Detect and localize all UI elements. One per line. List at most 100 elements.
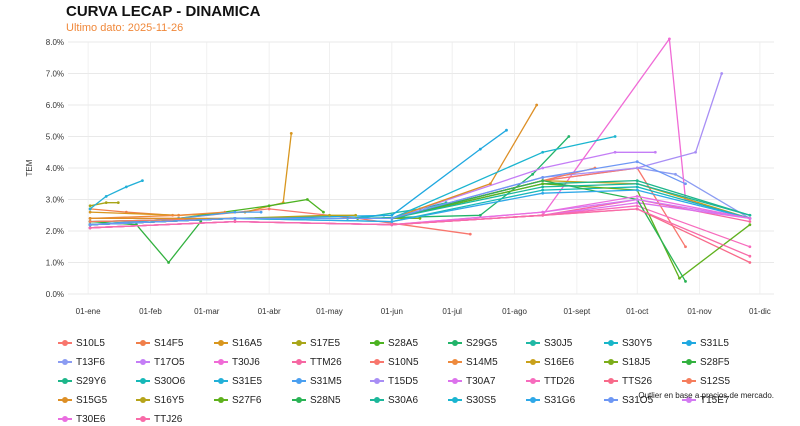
legend-item[interactable]: S31L5 <box>682 336 758 350</box>
legend-item[interactable]: S29Y6 <box>58 374 134 388</box>
legend-label: S30A6 <box>388 394 419 406</box>
legend-item[interactable]: S28A5 <box>370 336 446 350</box>
legend-label: T30E6 <box>76 413 106 425</box>
legend-label: S31L5 <box>700 337 729 349</box>
legend-swatch-icon <box>526 338 540 348</box>
legend-label: S30J5 <box>544 337 573 349</box>
data-point <box>541 179 545 183</box>
legend-swatch-icon <box>370 357 384 367</box>
y-tick-label: 5.0% <box>46 133 64 142</box>
series-line <box>90 161 686 226</box>
legend-item[interactable]: S10L5 <box>58 336 134 350</box>
legend-label: S29G5 <box>466 337 498 349</box>
data-point <box>535 103 539 107</box>
y-tick-label: 7.0% <box>46 70 64 79</box>
data-point <box>478 147 482 151</box>
legend-label: S27F6 <box>232 394 262 406</box>
legend-item[interactable]: S31G6 <box>526 393 602 407</box>
legend-item[interactable]: T30J6 <box>214 355 290 369</box>
legend-swatch-icon <box>136 395 150 405</box>
legend-item[interactable]: S27F6 <box>214 393 290 407</box>
series-line <box>90 167 687 248</box>
y-axis: 0.0% 1.0% 2.0% 3.0% 4.0% 5.0% 6.0% 7.0% 8.0% <box>46 38 64 299</box>
data-point <box>748 245 752 249</box>
data-point <box>613 135 617 138</box>
legend-item[interactable]: S30A6 <box>370 393 446 407</box>
legend-swatch-icon <box>214 357 228 367</box>
data-point <box>567 135 571 138</box>
legend-item[interactable]: S30J5 <box>526 336 602 350</box>
legend-item[interactable]: S15G5 <box>58 393 134 407</box>
legend-item[interactable]: S16E6 <box>526 355 602 369</box>
legend-label: T30J6 <box>232 356 260 368</box>
legend-label: TTD26 <box>544 375 575 387</box>
legend-item[interactable]: S30S5 <box>448 393 524 407</box>
data-point <box>635 204 639 208</box>
data-point <box>694 150 697 154</box>
data-point <box>678 276 681 280</box>
data-point <box>88 210 92 214</box>
legend-item[interactable]: T15D5 <box>370 374 446 388</box>
data-point <box>684 182 687 186</box>
legend-item[interactable]: T17O5 <box>136 355 212 369</box>
legend: S10L5 S14F5 S16A5 S17E5 S28A5 S29G5 S30J5 S30Y5… <box>58 336 788 426</box>
legend-item[interactable]: S31M5 <box>292 374 368 388</box>
legend-swatch-icon <box>58 395 72 405</box>
legend-item[interactable]: S14F5 <box>136 336 212 350</box>
chart-subtitle: Ultimo dato: 2025-11-26 <box>66 22 184 34</box>
legend-item[interactable]: S31E5 <box>214 374 290 388</box>
legend-swatch-icon <box>604 395 618 405</box>
legend-item[interactable]: S14M5 <box>448 355 524 369</box>
legend-item[interactable]: T15E7 <box>682 393 758 407</box>
legend-item[interactable]: T30E6 <box>58 412 134 426</box>
x-tick-label: 01-dic <box>749 307 771 316</box>
data-point <box>635 182 639 186</box>
series-line <box>90 211 262 226</box>
legend-item[interactable]: S16Y5 <box>136 393 212 407</box>
legend-item[interactable]: TTS26 <box>604 374 680 388</box>
x-tick-label: 01-nov <box>687 307 711 316</box>
legend-swatch-icon <box>448 376 462 386</box>
legend-swatch-icon <box>214 338 228 348</box>
legend-label: S30O6 <box>154 375 186 387</box>
legend-swatch-icon <box>292 395 306 405</box>
data-point <box>684 245 687 249</box>
series-t15d5 <box>88 72 724 227</box>
legend-item[interactable]: S12S5 <box>682 374 758 388</box>
legend-item[interactable]: TTJ26 <box>136 412 212 426</box>
y-tick-label: 4.0% <box>46 164 64 173</box>
legend-item[interactable]: S28F5 <box>682 355 758 369</box>
legend-item[interactable]: S10N5 <box>370 355 446 369</box>
legend-item[interactable]: TTD26 <box>526 374 602 388</box>
data-point <box>88 226 92 230</box>
legend-item[interactable]: S18J5 <box>604 355 680 369</box>
legend-swatch-icon <box>58 338 72 348</box>
data-point <box>748 220 752 223</box>
legend-item[interactable]: S17E5 <box>292 336 368 350</box>
data-point <box>541 150 545 154</box>
data-point <box>635 179 639 183</box>
legend-item[interactable]: T30A7 <box>448 374 524 388</box>
legend-label: S28F5 <box>700 356 730 368</box>
legend-item[interactable]: S29G5 <box>448 336 524 350</box>
data-point <box>390 217 394 220</box>
data-point <box>289 131 293 135</box>
legend-item[interactable]: T13F6 <box>58 355 134 369</box>
legend-item[interactable]: TTM26 <box>292 355 368 369</box>
data-point <box>167 261 170 264</box>
y-axis-label: TEM <box>25 159 34 176</box>
legend-item[interactable]: S30Y5 <box>604 336 680 350</box>
legend-item[interactable]: S31O5 <box>604 393 680 407</box>
legend-item[interactable]: S30O6 <box>136 374 212 388</box>
legend-label: TTJ26 <box>154 413 183 425</box>
legend-item[interactable]: S28N5 <box>292 393 368 407</box>
chart-grid <box>68 41 774 295</box>
legend-label: T13F6 <box>76 356 105 368</box>
legend-swatch-icon <box>370 395 384 405</box>
data-point <box>541 166 545 170</box>
legend-swatch-icon <box>604 357 618 367</box>
data-point <box>233 210 237 214</box>
legend-label: S31G6 <box>544 394 576 406</box>
data-point <box>748 213 752 217</box>
legend-item[interactable]: S16A5 <box>214 336 290 350</box>
